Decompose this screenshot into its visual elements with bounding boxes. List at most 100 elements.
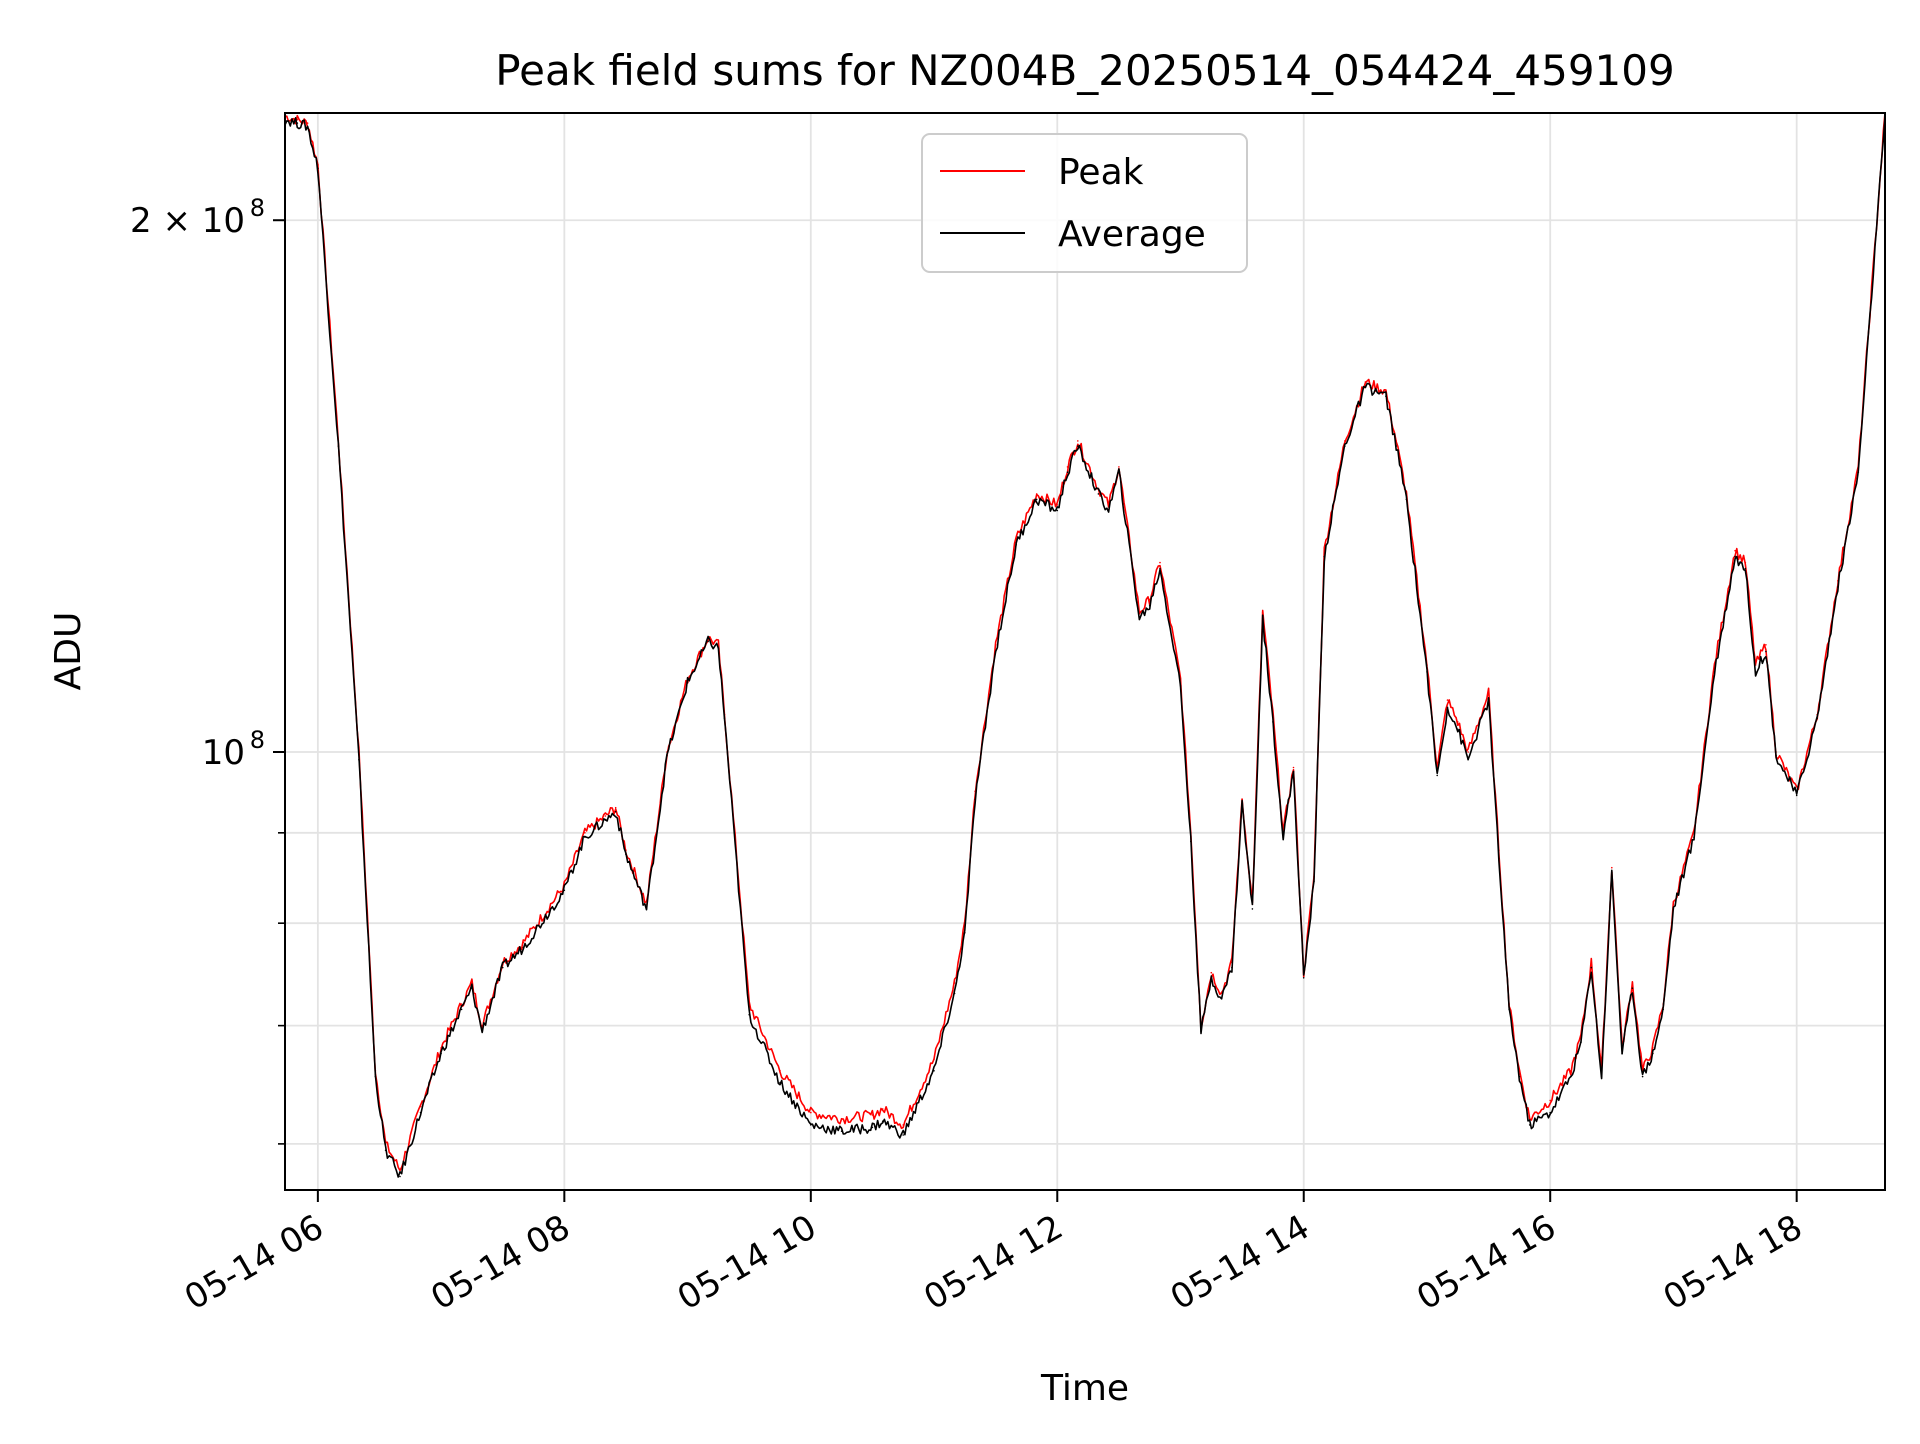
data-point-peak [1744,561,1747,564]
data-point-average [1621,1052,1623,1055]
data-point-average [614,811,617,813]
data-point-peak [1446,699,1449,701]
data-point-average [645,908,648,910]
data-point-average [871,1126,874,1129]
data-point-peak [604,815,607,817]
data-point-peak [296,118,299,121]
data-point-average [717,647,720,649]
data-point-peak [1631,982,1634,984]
legend-box [921,133,1248,273]
data-point-average [481,1030,484,1032]
data-point-average [317,167,319,170]
data-point-average [1631,987,1634,989]
data-point-average [1323,555,1326,558]
data-point-average [1097,493,1100,495]
data-point-average [1487,699,1490,701]
data-point-average [1754,671,1757,673]
data-point-average [1272,721,1274,723]
data-point-average [1713,671,1716,673]
data-point-peak [471,982,473,984]
data-point-average [1241,802,1243,805]
data-point-peak [779,1070,781,1072]
data-point-average [296,122,299,124]
data-point-peak [584,832,586,834]
data-point-average [1498,858,1500,860]
data-point-peak [881,1108,884,1110]
data-point-average [723,717,726,719]
x-axis-label: Time [1040,1368,1129,1409]
y-tick-label: 10 [202,733,245,773]
data-point-average [1765,650,1767,653]
data-point-average [399,1175,401,1178]
data-point-average [840,1130,843,1132]
data-point-average [1251,908,1254,910]
data-point-peak [1035,493,1038,495]
data-point-average [1600,1075,1603,1078]
data-point-average [1837,586,1839,588]
data-point-average [1795,794,1798,797]
data-point-average [604,819,607,821]
data-point-average [1107,509,1110,512]
data-point-average [810,1124,812,1126]
data-point-peak [522,941,525,944]
data-point-average [1693,836,1695,838]
data-point-average [953,992,956,995]
y-tick-exponent: 8 [250,194,265,222]
data-point-average [1436,774,1438,777]
data-point-peak [1590,961,1593,964]
data-point-average [1292,770,1295,773]
y-tick-label: 2 × 10 [130,201,245,241]
data-point-peak [1241,798,1243,801]
data-point-average [1508,1008,1510,1011]
data-point-average [1056,509,1059,512]
series-layer [285,113,1885,1178]
data-point-average [1775,755,1777,757]
data-point-average [1405,498,1408,501]
data-point-average [1590,966,1593,969]
y-tick-exponent: 8 [250,726,265,754]
data-point-average [1734,555,1736,558]
data-point-peak [1734,549,1736,552]
data-point-peak [840,1117,843,1120]
data-point-average [1570,1075,1572,1078]
data-point-average [1641,1075,1644,1078]
data-point-average [1344,445,1346,447]
data-point-average [471,987,473,989]
data-point-peak [1056,504,1059,506]
data-point-average [1385,395,1387,398]
y-axis-label: ADU [48,612,89,691]
data-point-average [1220,997,1223,1000]
data-point-peak [902,1124,904,1126]
data-point-average [1066,471,1069,474]
data-point-peak [871,1114,874,1116]
data-point-average [1015,544,1017,546]
data-point-average [1231,966,1233,969]
data-point-peak [1528,1117,1531,1120]
data-point-peak [1118,466,1120,468]
chart-title: Peak field sums for NZ004B_20250514_0544… [495,46,1674,95]
data-point-peak [399,1169,401,1171]
data-point-peak [1487,692,1490,694]
data-point-average [933,1070,935,1072]
data-point-average [1210,977,1213,979]
data-point-average [707,640,709,643]
data-point-average [1313,880,1315,882]
data-point-average [1302,977,1305,979]
data-point-average [1528,1124,1531,1126]
data-point-average [1426,671,1428,673]
data-point-average [625,853,627,856]
data-point-average [1457,728,1459,731]
data-point-peak [1765,644,1767,646]
data-point-peak [933,1058,935,1060]
series-line-average [285,116,1885,1178]
data-point-peak [1457,721,1459,723]
data-point-peak [1652,1047,1654,1049]
data-point-average [440,1052,442,1055]
data-point-average [1077,445,1079,447]
data-point-average [686,681,689,684]
data-point-average [563,889,566,892]
legend: Peak Average [921,133,1248,273]
data-point-peak [306,122,309,124]
data-point-average [1035,498,1038,501]
